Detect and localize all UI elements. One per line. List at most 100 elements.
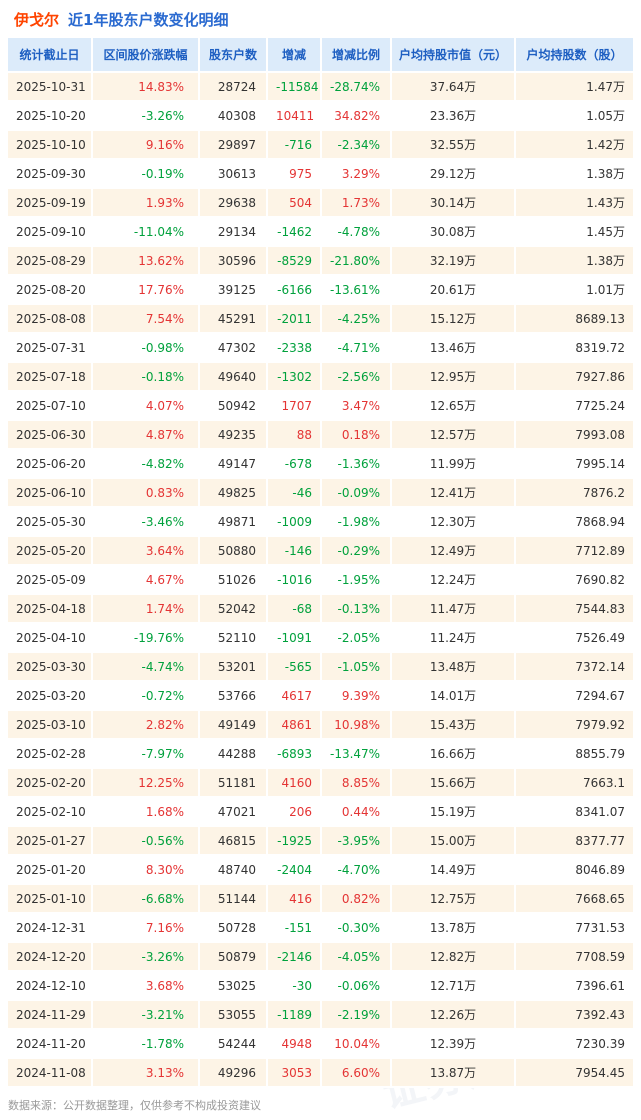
table-row: 2025-03-20 -0.72% 53766 4617 9.39% 14.01万 7294… bbox=[8, 682, 633, 711]
table-row: 2025-08-20 17.76% 39125 -6166 -13.61% 20.61万 1… bbox=[8, 276, 633, 305]
cell-price-change: 2.82% bbox=[93, 711, 200, 740]
cell-avg-shares: 7396.61 bbox=[516, 972, 633, 1001]
cell-price-change: -19.76% bbox=[93, 624, 200, 653]
table-row: 2025-03-30 -4.74% 53201 -565 -1.05% 13.48万 737… bbox=[8, 653, 633, 682]
cell-price-change: 3.13% bbox=[93, 1059, 200, 1088]
page-title: 伊戈尔 近1年股东户数变化明细 bbox=[0, 0, 641, 38]
cell-avg-value: 11.99万 bbox=[392, 450, 516, 479]
cell-delta-pct: 34.82% bbox=[322, 102, 392, 131]
table-row: 2025-05-20 3.64% 50880 -146 -0.29% 12.49万 7712… bbox=[8, 537, 633, 566]
cell-avg-shares: 8046.89 bbox=[516, 856, 633, 885]
cell-price-change: 0.83% bbox=[93, 479, 200, 508]
table-body: 2025-10-31 14.83% 28724 -11584 -28.74% 37.64万… bbox=[8, 73, 633, 1088]
cell-avg-value: 12.75万 bbox=[392, 885, 516, 914]
cell-avg-shares: 1.47万 bbox=[516, 73, 633, 102]
cell-date: 2025-08-29 bbox=[8, 247, 93, 276]
cell-holders: 28724 bbox=[200, 73, 268, 102]
cell-delta-pct: 8.85% bbox=[322, 769, 392, 798]
cell-avg-shares: 7868.94 bbox=[516, 508, 633, 537]
cell-date: 2025-01-10 bbox=[8, 885, 93, 914]
cell-holders: 49640 bbox=[200, 363, 268, 392]
cell-holders: 49825 bbox=[200, 479, 268, 508]
cell-price-change: -3.26% bbox=[93, 102, 200, 131]
table-row: 2025-01-10 -6.68% 51144 416 0.82% 12.75万 7668.… bbox=[8, 885, 633, 914]
cell-avg-shares: 7668.65 bbox=[516, 885, 633, 914]
column-header: 统计截止日 bbox=[8, 38, 93, 73]
cell-date: 2025-06-30 bbox=[8, 421, 93, 450]
table-row: 2025-04-18 1.74% 52042 -68 -0.13% 11.47万 7544.… bbox=[8, 595, 633, 624]
cell-delta: -6893 bbox=[268, 740, 322, 769]
cell-avg-value: 12.82万 bbox=[392, 943, 516, 972]
cell-date: 2025-10-20 bbox=[8, 102, 93, 131]
cell-avg-value: 12.39万 bbox=[392, 1030, 516, 1059]
cell-holders: 52042 bbox=[200, 595, 268, 624]
table-row: 2024-12-10 3.68% 53025 -30 -0.06% 12.71万 7396.… bbox=[8, 972, 633, 1001]
table-row: 2024-11-08 3.13% 49296 3053 6.60% 13.87万 7954.… bbox=[8, 1059, 633, 1088]
cell-delta: 416 bbox=[268, 885, 322, 914]
cell-avg-value: 15.12万 bbox=[392, 305, 516, 334]
column-header: 增减 bbox=[268, 38, 322, 73]
cell-avg-shares: 7690.82 bbox=[516, 566, 633, 595]
cell-date: 2025-03-10 bbox=[8, 711, 93, 740]
cell-delta-pct: -2.56% bbox=[322, 363, 392, 392]
table-row: 2025-01-20 8.30% 48740 -2404 -4.70% 14.49万 804… bbox=[8, 856, 633, 885]
cell-holders: 53766 bbox=[200, 682, 268, 711]
table-row: 2025-09-30 -0.19% 30613 975 3.29% 29.12万 1.38万 bbox=[8, 160, 633, 189]
table-row: 2025-02-20 12.25% 51181 4160 8.85% 15.66万 7663… bbox=[8, 769, 633, 798]
cell-date: 2025-07-18 bbox=[8, 363, 93, 392]
cell-avg-shares: 8319.72 bbox=[516, 334, 633, 363]
cell-date: 2025-10-31 bbox=[8, 73, 93, 102]
cell-delta: -6166 bbox=[268, 276, 322, 305]
table-row: 2025-10-31 14.83% 28724 -11584 -28.74% 37.64万… bbox=[8, 73, 633, 102]
cell-delta-pct: -13.47% bbox=[322, 740, 392, 769]
cell-avg-value: 13.78万 bbox=[392, 914, 516, 943]
cell-holders: 50728 bbox=[200, 914, 268, 943]
cell-date: 2025-02-28 bbox=[8, 740, 93, 769]
cell-avg-value: 30.08万 bbox=[392, 218, 516, 247]
table-row: 2025-10-10 9.16% 29897 -716 -2.34% 32.55万 1.42… bbox=[8, 131, 633, 160]
cell-avg-shares: 7876.2 bbox=[516, 479, 633, 508]
cell-date: 2025-02-20 bbox=[8, 769, 93, 798]
cell-price-change: -3.21% bbox=[93, 1001, 200, 1030]
cell-delta: -30 bbox=[268, 972, 322, 1001]
cell-holders: 51181 bbox=[200, 769, 268, 798]
cell-avg-shares: 7230.39 bbox=[516, 1030, 633, 1059]
cell-delta-pct: 10.98% bbox=[322, 711, 392, 740]
cell-holders: 30613 bbox=[200, 160, 268, 189]
cell-delta-pct: -3.95% bbox=[322, 827, 392, 856]
cell-avg-value: 37.64万 bbox=[392, 73, 516, 102]
cell-holders: 48740 bbox=[200, 856, 268, 885]
cell-holders: 50880 bbox=[200, 537, 268, 566]
shareholder-table: 统计截止日 区间股价涨跌幅 股东户数 增减 增减比例 户均持股市值（元） 户均持股数（股） … bbox=[8, 38, 633, 1088]
cell-price-change: 4.87% bbox=[93, 421, 200, 450]
cell-date: 2024-12-31 bbox=[8, 914, 93, 943]
cell-holders: 49235 bbox=[200, 421, 268, 450]
table-row: 2024-12-31 7.16% 50728 -151 -0.30% 13.78万 7731… bbox=[8, 914, 633, 943]
cell-holders: 44288 bbox=[200, 740, 268, 769]
cell-delta: -565 bbox=[268, 653, 322, 682]
table-row: 2025-05-09 4.67% 51026 -1016 -1.95% 12.24万 769… bbox=[8, 566, 633, 595]
cell-delta-pct: -2.34% bbox=[322, 131, 392, 160]
table-row: 2025-06-30 4.87% 49235 88 0.18% 12.57万 7993.08 bbox=[8, 421, 633, 450]
cell-holders: 50879 bbox=[200, 943, 268, 972]
column-header: 户均持股数（股） bbox=[516, 38, 633, 73]
cell-delta: 4861 bbox=[268, 711, 322, 740]
cell-avg-shares: 7708.59 bbox=[516, 943, 633, 972]
title-text: 近1年股东户数变化明细 bbox=[68, 10, 229, 29]
cell-avg-value: 15.66万 bbox=[392, 769, 516, 798]
cell-date: 2024-11-20 bbox=[8, 1030, 93, 1059]
cell-holders: 53025 bbox=[200, 972, 268, 1001]
cell-avg-shares: 8377.77 bbox=[516, 827, 633, 856]
cell-delta: 88 bbox=[268, 421, 322, 450]
cell-holders: 47302 bbox=[200, 334, 268, 363]
cell-delta-pct: -4.78% bbox=[322, 218, 392, 247]
cell-delta-pct: 1.73% bbox=[322, 189, 392, 218]
cell-holders: 54244 bbox=[200, 1030, 268, 1059]
cell-delta: -716 bbox=[268, 131, 322, 160]
cell-price-change: -0.18% bbox=[93, 363, 200, 392]
cell-avg-value: 32.19万 bbox=[392, 247, 516, 276]
cell-date: 2025-06-20 bbox=[8, 450, 93, 479]
cell-date: 2025-05-30 bbox=[8, 508, 93, 537]
cell-avg-shares: 7712.89 bbox=[516, 537, 633, 566]
cell-avg-shares: 1.43万 bbox=[516, 189, 633, 218]
